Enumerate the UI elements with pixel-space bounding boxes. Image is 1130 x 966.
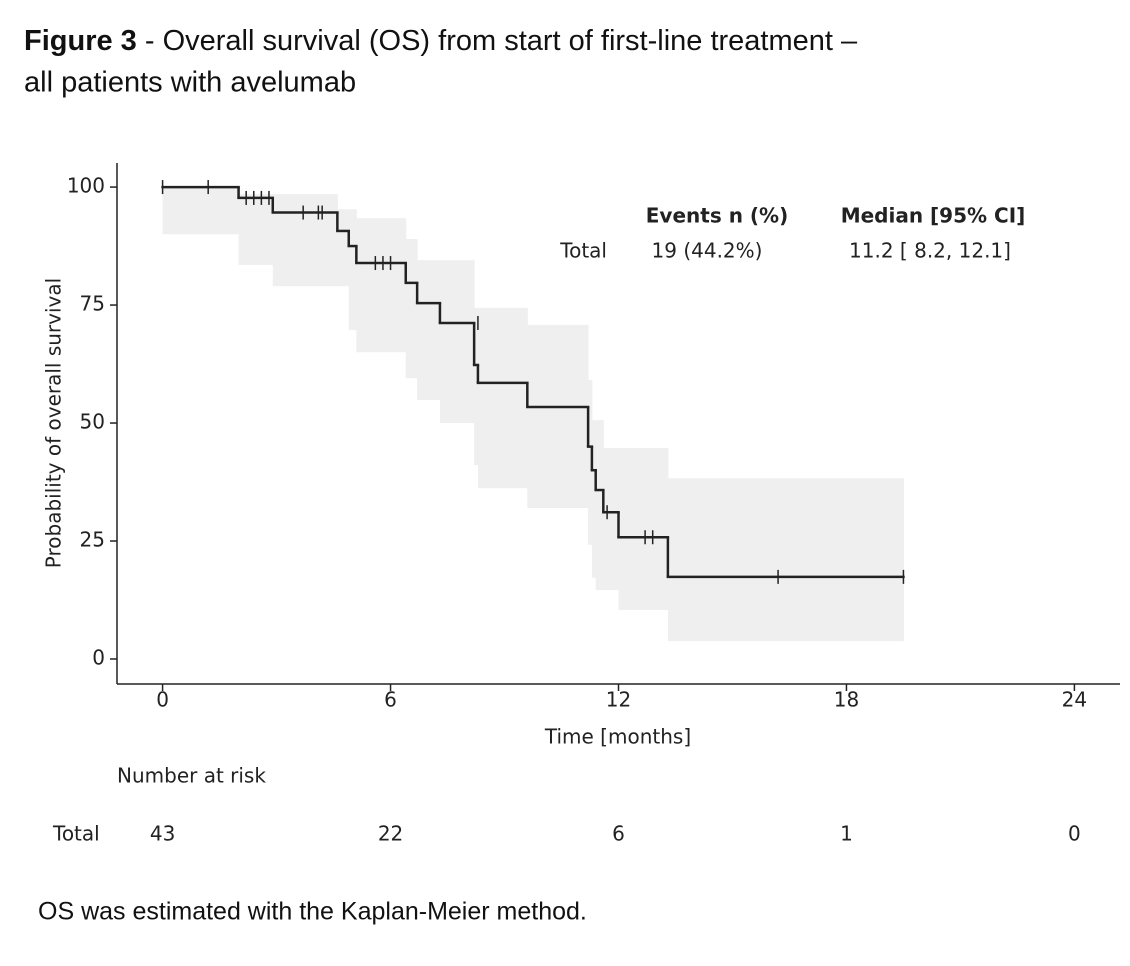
ci-band [439,260,475,424]
ci-band [527,324,589,508]
ci-band [591,420,597,578]
ci-band [667,478,904,642]
plot-area [161,180,905,642]
ci-band [348,209,357,331]
risk-value: 43 [150,822,175,846]
footnote: OS was estimated with the Kaplan-Meier m… [38,898,587,926]
x-tick-label: 12 [606,688,631,712]
ci-band [337,209,350,287]
x-tick-label: 24 [1062,688,1087,712]
y-tick-label: 0 [92,645,105,669]
summary-row-label: Total [559,239,607,263]
summary-header: Median [95% CI] [841,204,1026,228]
x-tick-label: 0 [156,688,169,712]
x-tick-label: 18 [834,688,859,712]
ci-band [618,448,669,610]
figure-label: Figure 3 [24,25,137,57]
summary-header: Events n (%) [646,204,788,228]
summary-cell: 11.2 [ 8.2, 12.1] [849,239,1011,263]
x-axis-label: Time [months] [544,725,691,749]
y-tick-label: 50 [80,410,105,434]
risk-row-label: Total [52,822,100,846]
risk-title: Number at risk [117,764,266,788]
ci-band [474,307,479,466]
ci-band [595,420,604,591]
ci-band [272,194,338,287]
ci-band [405,238,418,379]
ci-band [238,194,274,265]
title: - Overall survival (OS) from start of fi… [145,25,858,57]
title-line-1: Figure 3 - Overall survival (OS) from st… [24,25,858,57]
y-tick-label: 25 [80,528,105,552]
risk-value: 22 [378,822,403,846]
ci-band [162,187,240,235]
ci-band [477,307,528,489]
summary-cell: 19 (44.2%) [652,239,763,263]
ci-band [356,218,407,353]
risk-value: 6 [612,822,625,846]
ci-band [603,448,619,591]
y-tick-label: 100 [67,174,105,198]
ci-band [588,380,593,545]
y-axis-label: Probability of overall survival [42,278,66,568]
ci-band [417,260,441,400]
risk-value: 1 [840,822,853,846]
risk-value: 0 [1068,822,1081,846]
x-tick-label: 6 [384,688,397,712]
y-tick-label: 75 [80,292,105,316]
title-line-2: all patients with avelumab [24,67,356,99]
